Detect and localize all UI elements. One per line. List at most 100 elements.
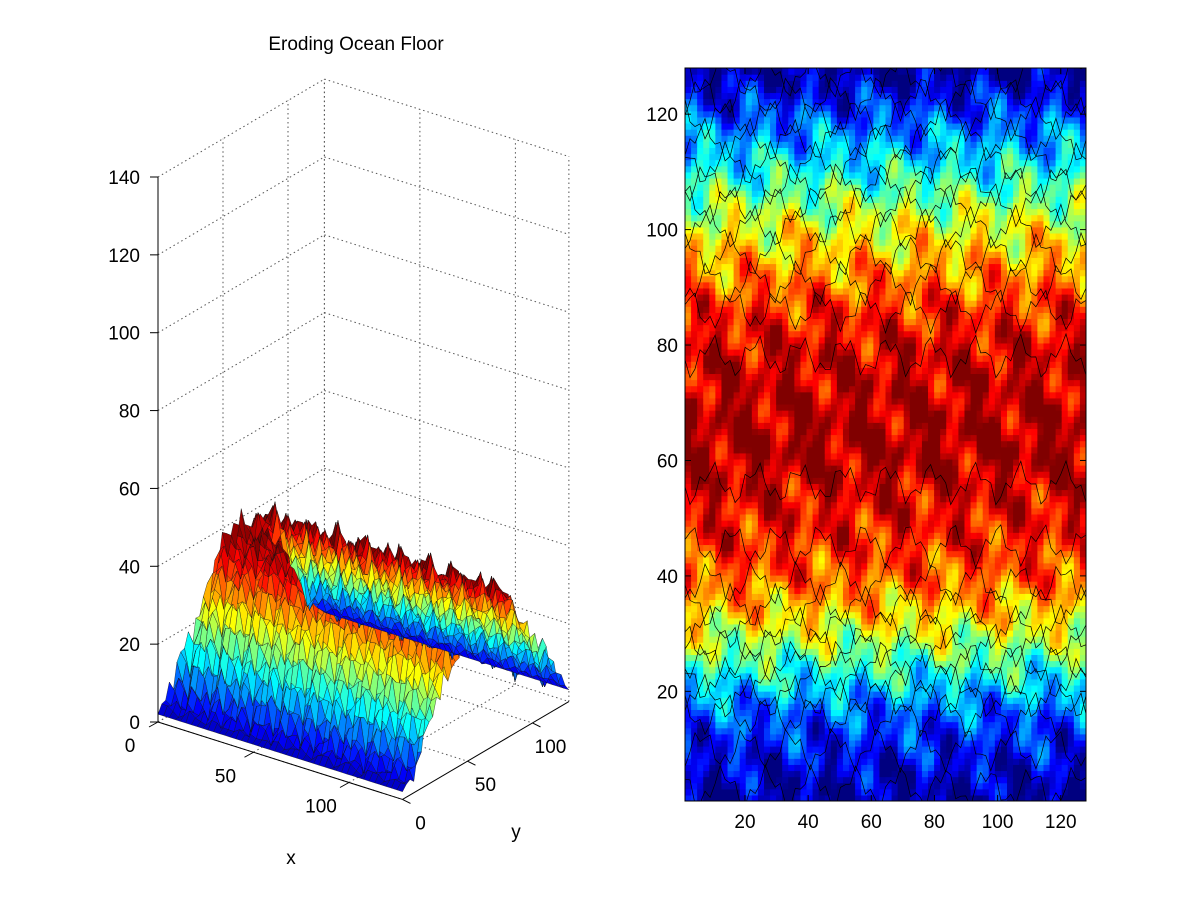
contour-cell (739, 239, 747, 246)
contour-cell (782, 776, 789, 784)
contour-cell (691, 306, 698, 313)
contour-cell (763, 568, 771, 576)
contour-cell (727, 660, 735, 668)
contour-cell (776, 214, 783, 222)
contour-cell (697, 593, 704, 601)
contour-cell (794, 513, 802, 521)
contour-cell (685, 190, 692, 197)
contour-cell (770, 660, 777, 668)
contour-cell (721, 171, 729, 179)
contour-cell (830, 733, 838, 741)
contour-cell (697, 605, 704, 613)
contour-cell (685, 611, 692, 619)
contour-cell (812, 422, 820, 429)
contour-cell (770, 483, 777, 491)
contour-cell (751, 422, 759, 429)
contour-cell (800, 226, 808, 234)
contour-cell (721, 342, 729, 350)
contour-cell (800, 324, 808, 332)
contour-cell (776, 434, 783, 442)
contour-cell (800, 752, 808, 759)
contour-cell (824, 465, 832, 472)
contour-cell (800, 636, 808, 643)
contour-cell (770, 190, 777, 197)
contour-cell (812, 220, 820, 228)
contour-cell (757, 532, 765, 539)
contour-cell (691, 257, 698, 265)
contour-cell (697, 648, 704, 655)
contour-cell (757, 489, 765, 497)
contour-cell (812, 465, 820, 472)
contour-cell (727, 379, 735, 387)
contour-cell (812, 794, 820, 801)
contour-cell (830, 550, 838, 558)
contour-cell (745, 232, 753, 240)
contour-cell (751, 684, 759, 692)
contour-cell (806, 550, 814, 558)
contour-cell (721, 318, 729, 326)
contour-cell (782, 550, 789, 558)
contour-cell (763, 648, 771, 655)
contour-cell (733, 110, 741, 118)
contour-cell (751, 226, 759, 234)
contour-cell (770, 312, 777, 320)
contour-cell (794, 611, 802, 619)
contour-cell (824, 74, 832, 81)
contour-cell (824, 159, 832, 167)
contour-cell (715, 379, 723, 387)
contour-cell (715, 746, 723, 753)
contour-cell (691, 526, 698, 533)
contour-cell (745, 550, 753, 558)
contour-cell (715, 471, 723, 478)
contour-cell (806, 660, 814, 668)
contour-cell (715, 562, 723, 570)
contour-cell (733, 495, 741, 503)
contour-cell (739, 220, 747, 228)
contour-cell (709, 245, 716, 252)
contour-cell (763, 556, 771, 564)
contour-cell (739, 165, 747, 173)
contour-cell (806, 483, 814, 491)
contour-cell (794, 691, 802, 698)
contour-cell (782, 770, 789, 778)
contour-cell (697, 422, 704, 429)
contour-cell (739, 709, 747, 717)
contour-cell (703, 513, 710, 521)
contour-cell (727, 599, 735, 607)
contour-cell (806, 306, 814, 313)
contour-cell (715, 306, 723, 313)
contour-cell (824, 367, 832, 375)
contour-cell (763, 660, 771, 668)
contour-cell (727, 202, 735, 210)
contour-cell (733, 159, 741, 167)
contour-cell (782, 605, 789, 613)
contour-cell (727, 251, 735, 258)
contour-cell (757, 556, 765, 564)
contour-cell (818, 330, 826, 338)
contour-cell (703, 691, 710, 698)
contour-cell (703, 361, 710, 368)
contour-cell (691, 141, 698, 149)
contour-cell (727, 452, 735, 460)
contour-cell (739, 520, 747, 527)
contour-cell (703, 165, 710, 173)
contour-cell (800, 367, 808, 375)
contour-cell (739, 746, 747, 753)
contour-cell (830, 153, 838, 161)
contour-cell (800, 177, 808, 185)
contour-cell (763, 269, 771, 277)
contour-cell (697, 629, 704, 637)
contour-cell (824, 703, 832, 710)
contour-cell (782, 171, 789, 179)
contour-cell (733, 709, 741, 717)
contour-cell (739, 574, 747, 582)
contour-cell (806, 526, 814, 533)
contour-cell (733, 727, 741, 735)
contour-cell (812, 269, 820, 277)
contour-cell (745, 165, 753, 173)
contour-cell (751, 220, 759, 228)
contour-cell (751, 391, 759, 399)
contour-cell (788, 440, 795, 448)
contour-cell (721, 733, 729, 741)
contour-cell (776, 300, 783, 307)
